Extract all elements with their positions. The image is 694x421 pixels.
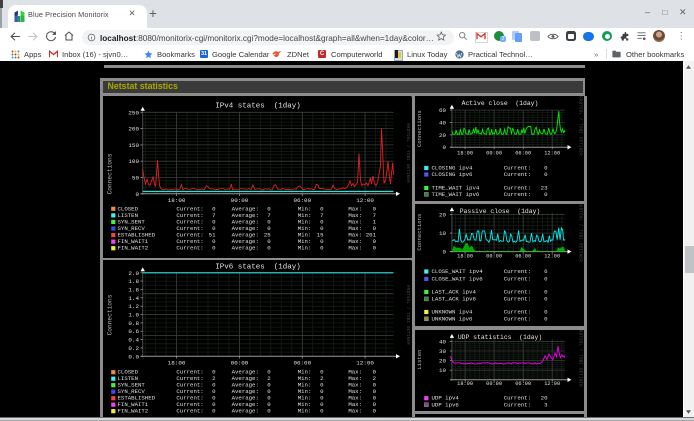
- svg-text:150: 150: [128, 141, 139, 148]
- svg-text:RRDTOOL / TOBI OETIKER: RRDTOOL / TOBI OETIKER: [577, 96, 582, 156]
- svg-text:IPv6 states (1day): IPv6 states (1day): [215, 264, 301, 272]
- svg-text:Connections: Connections: [107, 294, 114, 335]
- svg-text:0.8: 0.8: [128, 320, 139, 327]
- svg-text:06:00: 06:00: [293, 360, 311, 367]
- svg-text:18:00: 18:00: [457, 381, 473, 387]
- svg-text:60: 60: [439, 107, 446, 114]
- svg-text:0.2: 0.2: [128, 345, 139, 352]
- svg-text:2.0: 2.0: [128, 270, 139, 277]
- svg-text:0.4: 0.4: [128, 337, 139, 344]
- svg-text:1.8: 1.8: [128, 278, 139, 285]
- svg-text:1.0: 1.0: [128, 312, 139, 319]
- svg-text:00:00: 00:00: [486, 254, 502, 260]
- svg-text:RRDTOOL / TOBI OETIKER: RRDTOOL / TOBI OETIKER: [405, 285, 410, 345]
- svg-text:18:00: 18:00: [457, 254, 473, 260]
- svg-text:20: 20: [439, 357, 446, 364]
- svg-text:250: 250: [128, 109, 139, 116]
- svg-text:18:00: 18:00: [457, 150, 473, 156]
- svg-text:00:00: 00:00: [486, 381, 502, 387]
- svg-text:10: 10: [439, 230, 446, 237]
- svg-text:00:00: 00:00: [231, 197, 249, 204]
- svg-text:Passive close (1day): Passive close (1day): [459, 208, 540, 215]
- svg-text:1.4: 1.4: [128, 295, 139, 302]
- svg-text:12:00: 12:00: [544, 254, 560, 260]
- svg-text:00:00: 00:00: [231, 360, 249, 367]
- svg-text:0: 0: [135, 190, 139, 197]
- svg-text:30: 30: [439, 348, 446, 355]
- svg-text:12:00: 12:00: [544, 150, 560, 156]
- svg-text:40: 40: [439, 338, 446, 345]
- svg-text:100: 100: [128, 158, 139, 165]
- svg-text:Connections: Connections: [416, 214, 423, 251]
- svg-text:50: 50: [132, 174, 140, 181]
- svg-text:40: 40: [439, 119, 446, 126]
- svg-text:1.2: 1.2: [128, 303, 139, 310]
- svg-text:12:00: 12:00: [356, 197, 374, 204]
- svg-text:06:00: 06:00: [515, 381, 531, 387]
- svg-text:06:00: 06:00: [515, 254, 531, 260]
- svg-text:0: 0: [442, 144, 446, 151]
- svg-text:RRDTOOL / TOBI OETIKER: RRDTOOL / TOBI OETIKER: [577, 204, 582, 262]
- svg-text:UDP statistics (1day): UDP statistics (1day): [457, 334, 541, 341]
- svg-text:00:00: 00:00: [486, 150, 502, 156]
- svg-text:Active close (1day): Active close (1day): [461, 100, 538, 107]
- svg-text:0: 0: [442, 249, 446, 256]
- svg-text:Listen: Listen: [416, 349, 423, 369]
- svg-text:0.6: 0.6: [128, 328, 139, 335]
- svg-text:RRDTOOL / TOBI OETIKER: RRDTOOL / TOBI OETIKER: [405, 123, 410, 183]
- svg-text:20: 20: [439, 212, 446, 219]
- svg-text:06:00: 06:00: [515, 150, 531, 156]
- svg-text:Connections: Connections: [416, 110, 423, 147]
- svg-text:RRDTOOL / TOBI OETIKER: RRDTOOL / TOBI OETIKER: [577, 330, 582, 387]
- svg-text:Connections: Connections: [107, 153, 114, 194]
- svg-text:IPv4 states (1day): IPv4 states (1day): [215, 102, 301, 110]
- svg-text:0.0: 0.0: [128, 353, 139, 360]
- svg-text:20: 20: [439, 131, 446, 138]
- svg-text:200: 200: [128, 125, 139, 132]
- svg-text:12:00: 12:00: [356, 360, 374, 367]
- svg-text:10: 10: [439, 367, 446, 374]
- svg-text:18:00: 18:00: [168, 197, 186, 204]
- svg-text:18:00: 18:00: [168, 360, 186, 367]
- svg-text:06:00: 06:00: [293, 197, 311, 204]
- svg-text:12:00: 12:00: [544, 381, 560, 387]
- svg-text:1.6: 1.6: [128, 287, 139, 294]
